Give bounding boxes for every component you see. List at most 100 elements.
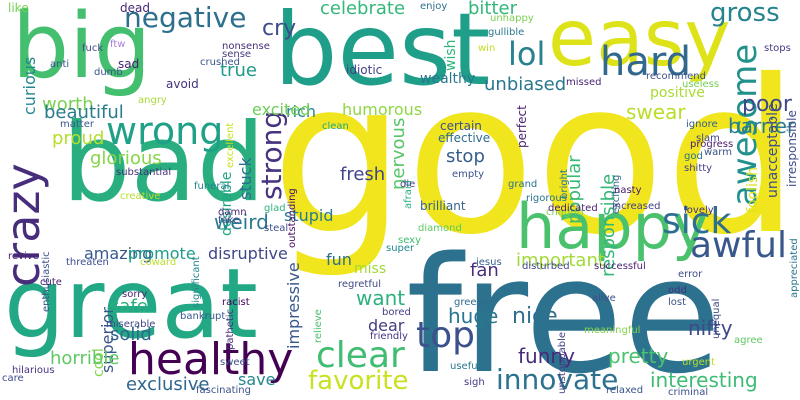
word-threaten: threaten [66,257,109,268]
word-interesting: interesting [650,368,758,392]
word-wish: wish [443,39,459,71]
word-amazing: amazing [84,244,153,263]
word-dear: dear [368,316,405,335]
word-save: save [238,370,276,389]
word-god: god [684,151,703,162]
word-glorious: glorious [90,148,162,169]
word-fan: fan [470,260,499,281]
word-urgent: urgent [682,357,716,368]
word-sorry: sorry [122,289,148,300]
word-agree: agree [734,335,763,346]
word-matter: matter [60,119,94,130]
word-perfect: perfect [515,105,529,149]
word-fuck: fuck [82,43,104,54]
word-funny: funny [518,344,575,368]
word-regretful: regretful [338,279,381,290]
word-progress: progress [690,139,734,150]
word-empty: empty [452,169,485,180]
word-avoid: avoid [166,77,199,91]
word-slam: slam [696,133,720,144]
word-dead: dead [120,1,150,15]
word-best: best [274,0,491,108]
word-weird: weird [214,210,269,234]
word-certain: certain [440,119,482,133]
word-steal: steal [264,223,289,234]
word-important: important [516,250,605,271]
word-warm: warm [704,147,732,158]
word-good: good [271,34,800,281]
word-unhappy: unhappy [490,13,534,24]
word-wrong: wrong [106,109,224,153]
word-sweet: sweet [220,357,250,368]
word-hard: hard [600,39,691,85]
word-fun: fun [326,250,352,269]
word-shitty: shitty [684,163,713,174]
word-cry: cry [262,16,297,41]
word-relieve: relieve [313,309,324,344]
word-barrier: barrier [728,114,796,138]
word-stuck: stuck [236,156,255,200]
word-outstanding: outstanding [287,188,298,249]
word-great: great [4,248,258,360]
word-lol: lol [508,35,546,73]
word-super: super [386,243,415,254]
word-revive: revive [8,251,39,262]
word-increased: increased [612,201,661,212]
word-like: like [8,1,29,15]
word-greedy: greedy [454,297,489,308]
word-sad: sad [118,57,140,71]
word-glad: glad [264,203,286,214]
word-stupid: stupid [284,206,334,225]
word-swear: swear [626,100,686,124]
word-safe: safe [110,296,148,317]
word-friendly: friendly [370,331,408,342]
word-wealthy: wealthy [420,71,476,87]
word-sense: sense [222,49,252,60]
word-positive: positive [650,85,705,101]
word-error: error [678,269,703,280]
word-clear: clear [316,335,405,376]
word-bored: bored [382,307,411,318]
word-chagrin: chagrin [546,207,584,218]
word-miss: miss [354,261,387,277]
word-win: win [478,43,496,54]
word-missed: missed [566,77,602,88]
word-effective: effective [438,131,491,145]
word-racist: racist [222,297,250,308]
word-worth: worth [42,94,94,115]
word-big: big [12,0,152,99]
word-coward: coward [140,257,177,268]
word-nonsense: nonsense [222,41,270,52]
word-nifty: nifty [688,316,733,340]
word-disruptive: disruptive [208,244,288,263]
word-funeral: funeral [194,181,230,192]
word-lovely: lovely [684,205,714,216]
word-sexy: sexy [398,235,422,246]
word-miserable: miserable [106,319,156,330]
word-rich: rich [286,102,316,121]
word-odd: odd [668,285,687,296]
word-unacceptable: unacceptable [765,103,781,199]
word-stops: stops [764,43,791,54]
word-appreciated: appreciated [789,238,800,299]
word-favorite: favorite [308,366,409,396]
word-successful: successful [594,261,646,272]
word-brilliant: brilliant [420,199,466,213]
word-innovate: innovate [496,363,619,396]
word-damn: damn [218,207,247,218]
word-hilarious: hilarious [12,365,55,376]
word-curious: curious [20,57,39,116]
word-jesus: jesus [476,257,502,268]
word-unbiased: unbiased [484,74,567,95]
word-stop: stop [446,146,485,167]
word-humorous: humorous [342,100,423,119]
word-celebrate: celebrate [320,0,406,19]
word-crushed: crushed [200,57,240,68]
word-pretty: pretty [608,344,669,368]
word-gross: gross [710,0,780,28]
word-useful: useful [450,361,481,372]
word-dedicated: dedicated [548,203,598,214]
word-creative: creative [120,191,161,202]
word-unequal: unequal [711,298,722,340]
